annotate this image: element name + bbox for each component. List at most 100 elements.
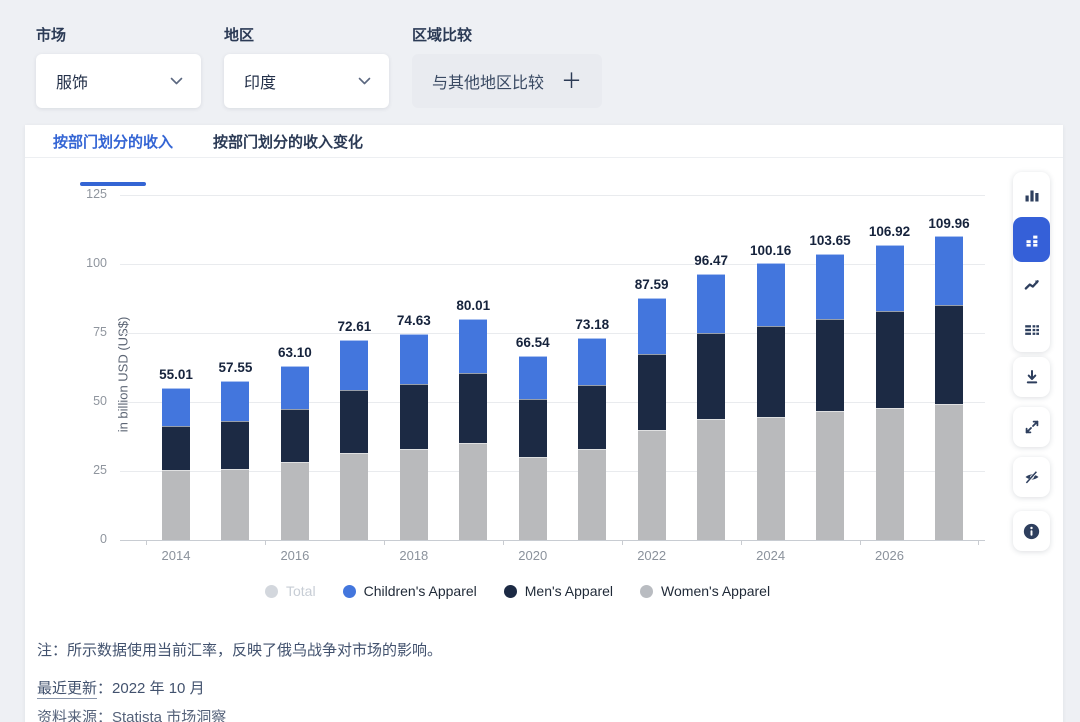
- column-chart-button[interactable]: [1013, 172, 1050, 217]
- hide-labels-icon: [1024, 469, 1040, 485]
- bar-total-label: 63.10: [278, 344, 312, 360]
- x-axis-tick: 2026: [875, 548, 904, 563]
- bar-segment-women-s-apparel[interactable]: [637, 430, 666, 540]
- chart-plot-area: in billion USD (US$) 0 25 50 75 100 125 55.01 2…: [86, 187, 985, 563]
- bar-segment-children-s-apparel[interactable]: [578, 337, 607, 385]
- bar-segment-men-s-apparel[interactable]: [697, 333, 726, 420]
- chart-type-toolbar: [1013, 172, 1050, 352]
- fullscreen-button[interactable]: [1013, 407, 1050, 447]
- bar-segment-children-s-apparel[interactable]: [340, 339, 369, 391]
- legend-item-men-s-apparel[interactable]: Men's Apparel: [503, 583, 613, 599]
- compare-regions-button[interactable]: 与其他地区比较 ＋: [412, 54, 602, 108]
- region-dropdown[interactable]: 印度: [224, 54, 389, 108]
- bar-segment-children-s-apparel[interactable]: [697, 273, 726, 334]
- bar-segment-women-s-apparel[interactable]: [340, 452, 369, 540]
- bar-segment-men-s-apparel[interactable]: [816, 318, 845, 411]
- bar-segment-children-s-apparel[interactable]: [399, 334, 428, 384]
- bar-segment-men-s-apparel[interactable]: [340, 390, 369, 453]
- bar-segment-women-s-apparel[interactable]: [934, 403, 963, 540]
- x-axis-tick: 2024: [756, 548, 786, 563]
- bar-segment-children-s-apparel[interactable]: [518, 356, 547, 399]
- bar-segment-women-s-apparel[interactable]: [221, 468, 250, 540]
- y-axis-tick: 25: [93, 463, 107, 477]
- bar-segment-men-s-apparel[interactable]: [518, 398, 547, 457]
- table-button[interactable]: [1013, 307, 1050, 352]
- tab-revenue-change-by-sector[interactable]: 按部门划分的收入变化: [213, 134, 364, 151]
- bar-segment-women-s-apparel[interactable]: [756, 416, 785, 540]
- gridline: [120, 333, 985, 334]
- x-axis-tick-mark: [621, 540, 623, 545]
- bar-segment-men-s-apparel[interactable]: [280, 408, 309, 463]
- bar-total-label: 55.01: [159, 367, 193, 383]
- bar-segment-women-s-apparel[interactable]: [875, 407, 904, 540]
- x-axis-tick-mark: [383, 540, 385, 545]
- bar-segment-men-s-apparel[interactable]: [934, 304, 963, 404]
- bar-segment-children-s-apparel[interactable]: [875, 244, 904, 312]
- tab-revenue-by-sector[interactable]: 按部门划分的收入: [53, 125, 173, 157]
- last-updated-note: 最近更新：2022 年 10 月: [37, 677, 205, 699]
- gridline: [120, 402, 985, 403]
- bar-segment-children-s-apparel[interactable]: [459, 319, 488, 373]
- bar-segment-men-s-apparel[interactable]: [459, 372, 488, 443]
- bar-segment-children-s-apparel[interactable]: [162, 388, 190, 427]
- bar-total-label: 109.96: [928, 215, 970, 231]
- hide-labels-button[interactable]: [1013, 457, 1050, 497]
- bar-segment-women-s-apparel[interactable]: [697, 419, 726, 540]
- bar-segment-women-s-apparel[interactable]: [459, 442, 488, 540]
- y-axis-tick: 50: [93, 394, 107, 408]
- stacked-column-chart-button[interactable]: [1013, 217, 1050, 262]
- x-axis-tick-mark: [859, 540, 861, 545]
- bar-segment-women-s-apparel[interactable]: [816, 410, 845, 540]
- bar-segment-children-s-apparel[interactable]: [280, 365, 309, 409]
- x-axis-tick-mark: [740, 540, 742, 545]
- download-button[interactable]: [1013, 357, 1050, 397]
- bar-segment-women-s-apparel[interactable]: [162, 470, 190, 540]
- bar-segment-men-s-apparel[interactable]: [221, 421, 250, 469]
- y-axis-tick: 0: [100, 532, 107, 546]
- x-axis-tick-mark: [502, 540, 504, 545]
- line-chart-icon: [1024, 277, 1040, 293]
- bar-segment-children-s-apparel[interactable]: [934, 236, 963, 305]
- source-note: 资料来源：Statista 市场洞察: [37, 709, 227, 722]
- bar-segment-men-s-apparel[interactable]: [578, 384, 607, 449]
- bar-segment-children-s-apparel[interactable]: [756, 263, 785, 327]
- x-axis-tick: 2022: [637, 548, 667, 563]
- chart-note: 注：所示数据使用当前汇率，反映了俄乌战争对市场的影响。: [37, 642, 443, 659]
- bar-segment-women-s-apparel[interactable]: [518, 456, 547, 540]
- bar-segment-women-s-apparel[interactable]: [399, 449, 428, 540]
- bar-segment-men-s-apparel[interactable]: [875, 311, 904, 408]
- bar-total-label: 103.65: [809, 232, 851, 248]
- line-chart-button[interactable]: [1013, 262, 1050, 307]
- stacked-column-chart-icon: [1024, 232, 1040, 248]
- x-axis-tick: 2020: [518, 548, 548, 563]
- chart-card: 按部门划分的收入 按部门划分的收入变化 in billion USD (US$)…: [25, 125, 1063, 722]
- region-filter-label: 地区: [224, 27, 255, 44]
- bar-segment-men-s-apparel[interactable]: [756, 326, 785, 417]
- info-button[interactable]: [1013, 511, 1050, 551]
- y-axis-tick: 100: [86, 256, 107, 270]
- region-dropdown-value: 印度: [244, 75, 277, 92]
- bar-segment-children-s-apparel[interactable]: [816, 253, 845, 319]
- x-axis-tick-mark: [978, 540, 980, 545]
- legend-item-total[interactable]: Total: [265, 583, 316, 599]
- gridline: [120, 471, 985, 472]
- legend-item-women-s-apparel[interactable]: Women's Apparel: [640, 583, 770, 599]
- legend-label: Children's Apparel: [363, 583, 477, 599]
- compare-button-label: 与其他地区比较: [432, 75, 545, 92]
- bar-segment-children-s-apparel[interactable]: [221, 381, 250, 422]
- market-filter-label: 市场: [36, 27, 67, 44]
- bar-segment-women-s-apparel[interactable]: [280, 462, 309, 540]
- legend-item-children-s-apparel[interactable]: Children's Apparel: [342, 583, 477, 599]
- legend-label: Women's Apparel: [661, 583, 771, 599]
- market-dropdown[interactable]: 服饰: [36, 54, 201, 108]
- bar-segment-men-s-apparel[interactable]: [637, 353, 666, 431]
- bar-segment-men-s-apparel[interactable]: [399, 383, 428, 450]
- bar-total-label: 80.01: [456, 298, 491, 314]
- y-axis-tick: 125: [86, 187, 107, 201]
- tab-bar: 按部门划分的收入 按部门划分的收入变化: [25, 125, 1063, 158]
- bar-segment-women-s-apparel[interactable]: [578, 448, 607, 540]
- bar-segment-men-s-apparel[interactable]: [162, 426, 190, 471]
- legend-label: Total: [286, 583, 316, 599]
- bar-segment-children-s-apparel[interactable]: [637, 298, 666, 354]
